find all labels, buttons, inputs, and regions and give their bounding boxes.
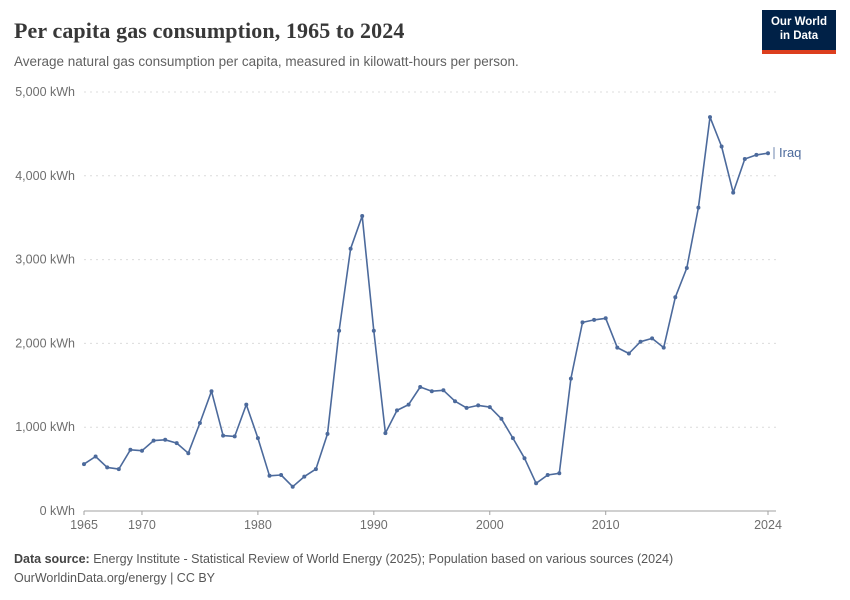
data-point [464,405,469,410]
data-point [383,431,388,436]
data-source-label: Data source: [14,552,90,566]
data-point [371,328,376,333]
owid-logo-line2: in Data [779,30,819,43]
data-point [279,473,284,477]
data-point [163,437,168,442]
line-chart: 0 kWh 1,000 kWh 2,000 kWh 3,000 kWh 4,000 kW… [15,85,801,532]
data-point [209,389,214,394]
y-axis-label: 1,000 kWh [15,420,75,434]
data-point [232,434,237,439]
data-point [244,402,249,407]
data-point [708,115,712,120]
x-axis-label: 2010 [592,518,620,532]
license-line: OurWorldinData.org/energy | CC BY [14,571,216,586]
data-point [429,389,434,394]
data-point [534,481,539,486]
data-point [742,157,747,161]
data-point [128,447,133,452]
data-point [255,436,260,441]
owid-logo-line1: Our World [770,16,827,28]
owid-logo: Our World in Data [761,10,836,54]
data-point [499,416,504,421]
data-point [603,316,608,321]
data-point [140,448,144,453]
data-point [441,388,446,393]
x-axis-label: 1970 [128,518,156,532]
chart-title: Per capita gas consumption, 1965 to 2024 [14,18,405,43]
y-axis-label: 2,000 kWh [15,336,75,350]
data-point [267,473,272,478]
data-point [221,433,226,438]
data-point [522,456,527,461]
data-point [337,328,342,333]
series-line-iraq [83,116,769,488]
y-axis-label: 5,000 kWh [15,85,75,99]
data-point [313,467,318,472]
data-point [487,405,492,410]
data-point [510,436,515,441]
data-point [661,345,666,350]
data-point [82,462,86,467]
x-axis-label: 2024 [754,518,782,532]
data-point [557,471,562,476]
data-point [754,152,759,157]
data-point [731,190,736,195]
data-point [418,385,423,389]
data-point [174,441,179,446]
chart-subtitle: Average natural gas consumption per capi… [14,54,519,69]
data-point [626,351,631,356]
data-point [673,295,678,300]
data-point [348,246,353,251]
data-point [395,408,399,413]
data-point [592,317,597,322]
data-point [766,151,770,156]
data-point [684,266,689,270]
y-axis-label: 4,000 kWh [15,169,75,183]
data-point [615,345,620,350]
data-point [290,484,295,489]
data-point [186,451,191,456]
data-point [453,399,457,404]
data-point [696,205,701,210]
data-point [197,421,202,425]
x-axis-label: 2000 [476,518,504,532]
x-axis-label: 1965 [70,518,98,532]
chart-footer: Data source: Energy Institute - Statisti… [14,550,836,589]
data-point [545,473,550,477]
data-point [360,214,365,218]
data-point [302,474,307,479]
data-point [325,431,330,436]
data-point [151,438,156,443]
data-point [719,144,724,149]
data-source-line: Data source: Energy Institute - Statisti… [14,550,836,569]
data-point [650,336,655,341]
data-point [580,320,585,325]
data-source-text: Energy Institute - Statistical Review of… [89,552,674,566]
data-point [406,402,411,407]
data-point [116,467,121,472]
data-point [568,376,573,381]
data-point [638,339,643,344]
x-axis-label: 1980 [244,518,272,532]
data-point [93,454,98,459]
data-point [476,403,481,408]
y-axis-label: 3,000 kWh [15,253,75,267]
data-point [105,465,110,470]
y-axis-label: 0 kWh [40,504,75,518]
x-axis-label: 1990 [360,518,388,532]
series-label-iraq: Iraq [779,145,801,160]
